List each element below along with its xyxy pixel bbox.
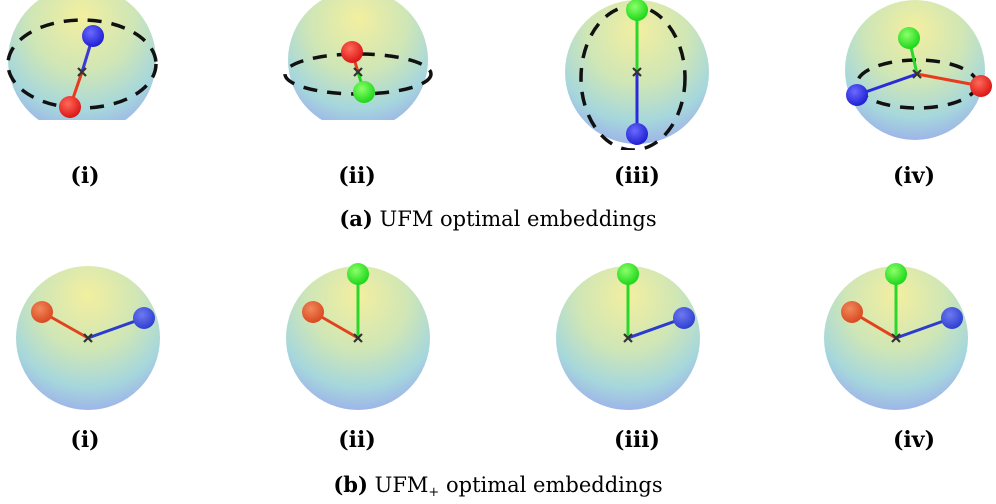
sphere-b-ii bbox=[286, 263, 430, 410]
red-embedding-point bbox=[970, 75, 992, 97]
red-embedding-point bbox=[841, 301, 863, 323]
caption-a: (a) UFM optimal embeddings bbox=[0, 206, 996, 232]
blue-embedding-point bbox=[673, 307, 695, 329]
panel-label-b-ii: (ii) bbox=[338, 427, 376, 453]
sphere-a-iii bbox=[565, 0, 709, 150]
red-embedding-point bbox=[31, 301, 53, 323]
green-embedding-point bbox=[617, 263, 639, 285]
panel-label-b-iv: (iv) bbox=[893, 427, 935, 453]
panel-label-a-i: (i) bbox=[70, 163, 100, 189]
caption-a-text: UFM optimal embeddings bbox=[379, 207, 657, 231]
caption-b-suffix: optimal embeddings bbox=[439, 473, 663, 497]
origin-marker bbox=[77, 67, 87, 77]
blue-embedding-point bbox=[626, 123, 648, 145]
green-embedding-point bbox=[885, 263, 907, 285]
blue-embedding-point bbox=[133, 307, 155, 329]
panel-label-a-ii: (ii) bbox=[338, 163, 376, 189]
origin-marker bbox=[353, 67, 363, 77]
caption-b: (b) UFM+ optimal embeddings bbox=[0, 472, 996, 500]
origin-marker bbox=[353, 333, 363, 343]
sphere-a-ii bbox=[283, 0, 433, 120]
blue-embedding-point bbox=[846, 84, 868, 106]
origin-marker bbox=[623, 333, 633, 343]
red-embedding-point bbox=[302, 301, 324, 323]
caption-a-tag: (a) bbox=[339, 206, 373, 231]
sphere-b-i bbox=[16, 266, 160, 410]
dashed-great-circle bbox=[6, 18, 158, 110]
origin-marker bbox=[632, 67, 642, 77]
red-embedding-point bbox=[341, 41, 363, 63]
panel-label-b-iii: (iii) bbox=[614, 427, 660, 453]
blue-embedding-point bbox=[941, 307, 963, 329]
caption-b-subscript: + bbox=[428, 485, 440, 500]
caption-b-tag: (b) bbox=[333, 472, 368, 497]
sphere-b-iv bbox=[824, 263, 968, 410]
sphere-a-i bbox=[6, 0, 158, 120]
panel-label-a-iv: (iv) bbox=[893, 163, 935, 189]
origin-marker bbox=[83, 333, 93, 343]
origin-marker bbox=[891, 333, 901, 343]
green-embedding-point bbox=[347, 263, 369, 285]
caption-b-text: UFM bbox=[374, 473, 429, 497]
panel-label-a-iii: (iii) bbox=[614, 163, 660, 189]
panel-label-b-i: (i) bbox=[70, 427, 100, 453]
green-embedding-point bbox=[626, 0, 648, 21]
sphere-b-iii bbox=[556, 263, 700, 410]
red-embedding-point bbox=[59, 96, 81, 118]
green-embedding-point bbox=[353, 81, 375, 103]
origin-marker bbox=[912, 69, 922, 79]
sphere-a-iv bbox=[845, 0, 992, 140]
blue-embedding-point bbox=[82, 25, 104, 47]
green-embedding-point bbox=[898, 27, 920, 49]
